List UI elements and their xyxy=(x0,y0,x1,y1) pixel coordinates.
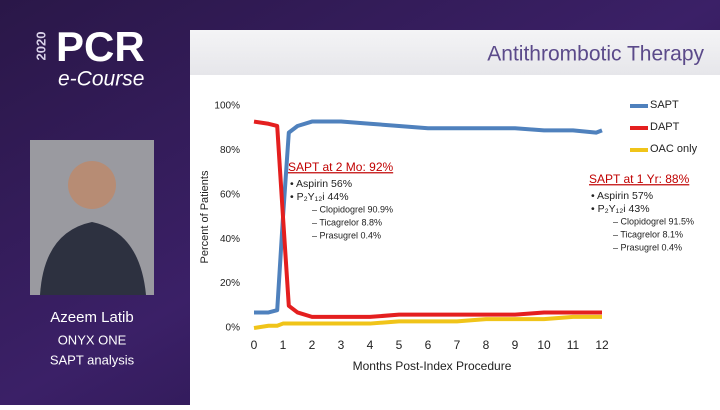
legend-label: DAPT xyxy=(650,121,680,133)
y-tick-label: 100% xyxy=(214,101,240,112)
speaker-name: Azeem Latib xyxy=(50,309,133,326)
x-tick-label: 2 xyxy=(309,338,316,352)
x-tick-label: 9 xyxy=(512,338,519,352)
y-axis-label: Percent of Patients xyxy=(199,170,211,263)
x-tick-label: 11 xyxy=(567,338,580,352)
y-tick-label: 80% xyxy=(220,145,240,156)
chart-title: Antithrombotic Therapy xyxy=(487,43,704,66)
annotation-line: • P₂Y₁₂i 43% xyxy=(591,203,650,215)
annotation-line: – Prasugrel 0.4% xyxy=(312,230,381,240)
title-bar xyxy=(190,30,720,75)
logo-sub: e-Course xyxy=(58,68,144,91)
annotation-line: • P₂Y₁₂i 44% xyxy=(290,191,349,203)
photo-head xyxy=(68,161,116,209)
x-tick-label: 7 xyxy=(454,338,461,352)
study-name: ONYX ONE xyxy=(58,332,127,347)
y-tick-label: 0% xyxy=(226,323,241,334)
annotation-line: – Clopidogrel 90.9% xyxy=(312,204,393,214)
annotation-title: SAPT at 2 Mo: 92% xyxy=(288,160,393,174)
photo-body xyxy=(40,222,146,295)
analysis-name: SAPT analysis xyxy=(50,352,135,367)
x-tick-label: 1 xyxy=(280,338,287,352)
content-panel xyxy=(190,30,720,405)
annotation-line: • Aspirin 56% xyxy=(290,178,352,190)
y-tick-label: 20% xyxy=(220,278,240,289)
legend-label: OAC only xyxy=(650,143,698,155)
y-tick-label: 40% xyxy=(220,234,240,245)
legend-label: SAPT xyxy=(650,99,679,111)
x-tick-label: 12 xyxy=(595,338,609,352)
annotation-line: – Ticagrelor 8.8% xyxy=(312,217,382,227)
logo: PCR xyxy=(56,23,145,70)
x-tick-label: 8 xyxy=(483,338,490,352)
x-tick-label: 4 xyxy=(367,338,374,352)
x-tick-label: 3 xyxy=(338,338,345,352)
x-tick-label: 0 xyxy=(251,338,258,352)
annotation-title: SAPT at 1 Yr: 88% xyxy=(589,172,690,186)
logo-year: 2020 xyxy=(33,32,48,61)
x-axis-label: Months Post-Index Procedure xyxy=(353,359,512,373)
annotation-line: • Aspirin 57% xyxy=(591,190,653,202)
y-tick-label: 60% xyxy=(220,189,240,200)
annotation-line: – Ticagrelor 8.1% xyxy=(613,229,683,239)
series-line xyxy=(253,119,602,319)
annotation-line: – Clopidogrel 91.5% xyxy=(613,216,694,226)
x-tick-label: 5 xyxy=(396,338,403,352)
series-line xyxy=(253,314,602,330)
x-tick-label: 10 xyxy=(537,338,551,352)
annotation-line: – Prasugrel 0.4% xyxy=(613,242,682,252)
x-tick-label: 6 xyxy=(425,338,432,352)
